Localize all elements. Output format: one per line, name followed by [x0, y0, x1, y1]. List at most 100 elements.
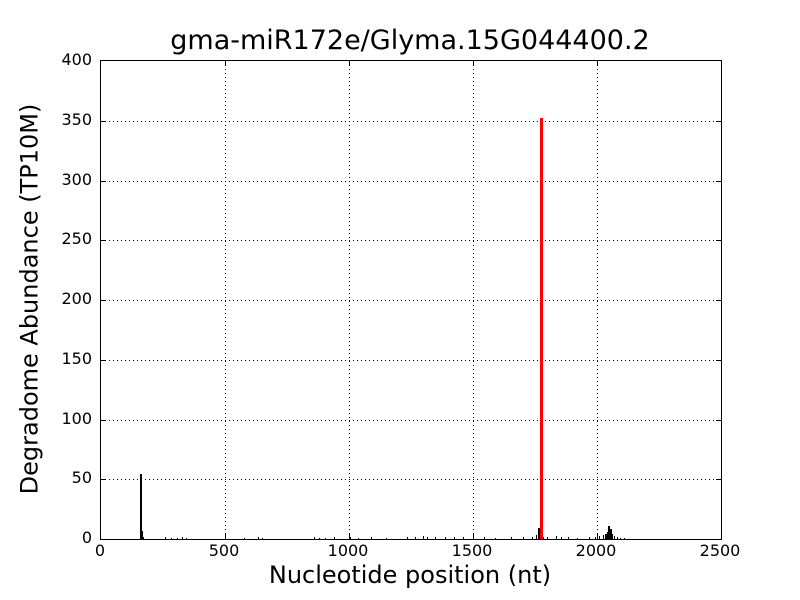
y-tick-mark [101, 419, 106, 421]
degradome-signal-stem [385, 537, 387, 539]
y-tick-label: 50 [71, 468, 92, 488]
degradome-signal-stem [543, 536, 545, 539]
degradome-signal-stem [318, 537, 320, 539]
degradome-signal-stem [599, 536, 601, 539]
degradome-signal-stem [422, 536, 424, 539]
y-gridline [101, 240, 721, 242]
y-tick-mark [101, 359, 106, 361]
degradome-signal-stem [523, 536, 525, 539]
y-tick-label: 350 [61, 109, 92, 129]
degradome-signal-stem [257, 536, 259, 539]
x-tick-label: 500 [208, 541, 240, 560]
degradome-signal-stem [539, 534, 541, 539]
y-tick-mark-right [716, 419, 721, 421]
degradome-signal-stem [616, 536, 618, 539]
degradome-signal-stem [567, 537, 569, 539]
x-tick-label: 0 [94, 541, 106, 560]
degradome-signal-stem [594, 536, 596, 539]
plot-area [100, 60, 722, 540]
degradome-signal-stem [560, 536, 562, 539]
degradome-signal-stem [611, 534, 614, 539]
y-tick-label: 300 [61, 169, 92, 189]
y-tick-label: 400 [61, 50, 92, 69]
x-tick-label: 2500 [699, 541, 741, 560]
y-tick-mark-right [716, 300, 721, 301]
mirna-cleavage-site-stem [540, 118, 544, 539]
degradome-signal-stem [608, 525, 611, 539]
y-tick-mark-right [716, 120, 721, 122]
degradome-signal-stem [510, 537, 512, 539]
degradome-signal-stem [445, 537, 447, 539]
degradome-signal-stem [171, 537, 173, 539]
degradome-signal-stem [435, 536, 437, 539]
x-tick-mark-top [348, 61, 350, 66]
y-tick-mark [101, 180, 106, 182]
x-tick-mark [224, 534, 226, 539]
y-tick-mark [101, 120, 106, 122]
degradome-signal-stem [620, 537, 622, 539]
x-tick-mark-top [596, 61, 598, 66]
y-tick-mark [101, 240, 106, 242]
y-tick-label: 100 [61, 408, 92, 428]
degradome-signal-stem [537, 528, 540, 539]
y-tick-mark-right [716, 479, 721, 481]
y-gridline [101, 120, 721, 122]
degradome-signal-stem [406, 537, 408, 539]
degradome-signal-stem [349, 536, 351, 539]
x-tick-mark-top [472, 61, 474, 66]
degradome-signal-stem [415, 536, 417, 539]
degradome-signal-stem [261, 537, 263, 539]
y-gridline [101, 419, 721, 421]
degradome-signal-stem [177, 537, 179, 539]
y-tick-label: 150 [61, 348, 92, 368]
x-tick-label: 2000 [575, 541, 617, 560]
degradome-signal-stem [606, 531, 609, 539]
degradome-signal-stem [333, 537, 335, 539]
degradome-signal-stem [613, 536, 615, 539]
y-gridline [101, 300, 721, 301]
degradome-signal-stem [186, 537, 188, 539]
degradome-signal-stem [555, 536, 557, 539]
x-tick-label: 1500 [451, 541, 493, 560]
degradome-signal-stem [576, 537, 578, 539]
x-tick-mark [596, 534, 598, 539]
degradome-signal-stem [494, 537, 496, 539]
degradome-signal-stem [546, 536, 548, 539]
y-tick-mark [101, 300, 106, 301]
chart-title: gma-miR172e/Glyma.15G044400.2 [170, 25, 650, 56]
degradome-signal-stem [358, 537, 360, 539]
degradome-signal-stem [589, 536, 591, 539]
degradome-signal-stem [483, 537, 485, 539]
x-tick-mark [472, 534, 474, 539]
degradome-signal-stem [141, 534, 144, 539]
y-tick-label: 250 [61, 229, 92, 249]
y-tick-mark [101, 479, 106, 481]
y-tick-mark-right [716, 359, 721, 361]
degradome-signal-stem [165, 537, 167, 539]
y-tick-mark-right [716, 180, 721, 182]
degradome-signal-stem [609, 529, 612, 539]
degradome-signal-stem [244, 537, 246, 539]
y-gridline [101, 479, 721, 481]
y-tick-label: 200 [61, 289, 92, 308]
degradome-signal-stem [426, 536, 428, 539]
y-gridline [101, 180, 721, 182]
degradome-signal-stem [324, 537, 326, 539]
degradome-signal-stem [453, 536, 455, 539]
y-tick-mark-right [716, 240, 721, 242]
degradome-signal-stem [462, 537, 464, 539]
y-tick-label: 0 [81, 528, 92, 547]
degradome-signal-stem [182, 537, 184, 539]
y-gridline [101, 359, 721, 361]
degradome-signal-stem [535, 535, 537, 539]
x-axis-label: Nucleotide position (nt) [268, 561, 552, 589]
degradome-signal-stem [141, 537, 144, 539]
degradome-signal-stem [313, 537, 315, 539]
x-tick-label: 1000 [327, 541, 369, 560]
degradome-signal-stem [370, 537, 372, 539]
degradome-signal-stem [603, 535, 605, 539]
x-tick-mark-top [224, 61, 226, 66]
degradome-signal-stem [532, 536, 534, 539]
x-tick-mark [348, 534, 350, 539]
